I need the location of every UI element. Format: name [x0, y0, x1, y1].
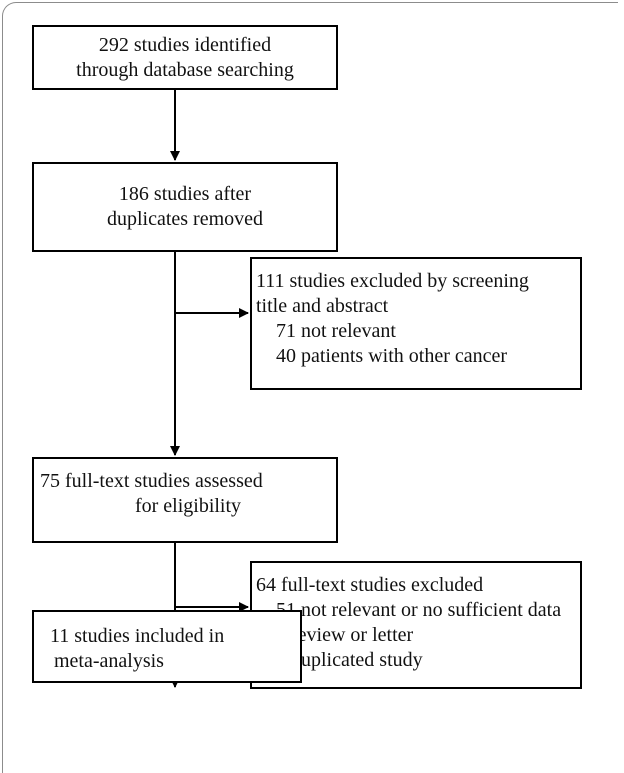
after-duplicates-box: 186 studies after duplicates removed — [32, 162, 338, 252]
full-text-assessed-box: 75 full-text studies assessed for eligib… — [32, 457, 338, 543]
screening-exclusion-item: 40 patients with other cancer — [276, 345, 508, 367]
full-text-exclusion-item: 51 not relevant or no sufficient data — [276, 599, 562, 621]
after-duplicates-line-2: duplicates removed — [106, 208, 264, 230]
screening-exclusion-item: 71 not relevant — [276, 320, 396, 342]
full-text-exclusion-box: 64 full-text studies excluded 51 not rel… — [250, 561, 582, 689]
full-text-exclusion-item: 8 review or letter — [276, 624, 414, 646]
full-text-exclusion-heading: 64 full-text studies excluded — [256, 574, 484, 596]
included-box: 11 studies included in meta-analysis — [32, 610, 302, 683]
included-line-2: meta-analysis — [54, 650, 164, 672]
full-text-assessed-line-2: for eligibility — [134, 495, 242, 517]
identified-line-2: through database searching — [76, 59, 294, 81]
full-text-exclusion-item: 5 duplicated study — [276, 649, 423, 671]
screening-exclusion-heading-2: title and abstract — [256, 295, 389, 317]
after-duplicates-line-1: 186 studies after — [118, 183, 252, 205]
full-text-assessed-line-1: 75 full-text studies assessed — [40, 470, 263, 492]
identified-box: 292 studies identified through database … — [32, 25, 338, 90]
identified-line-1: 292 studies identified — [98, 34, 272, 56]
screening-exclusion-heading-1: 111 studies excluded by screening — [256, 270, 529, 292]
included-line-1: 11 studies included in — [50, 625, 225, 647]
screening-exclusion-box: 111 studies excluded by screening title … — [250, 257, 582, 390]
